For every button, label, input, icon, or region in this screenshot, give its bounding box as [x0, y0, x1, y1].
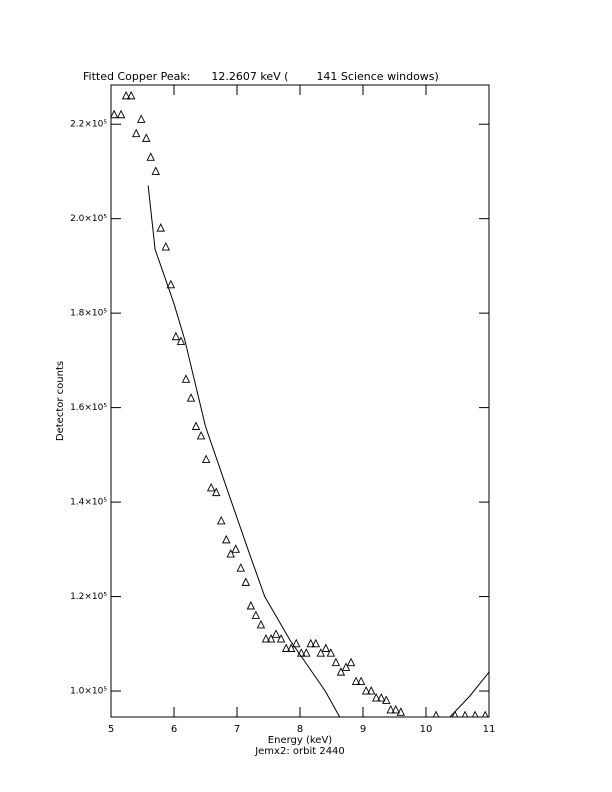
x-tick-label: 6 [171, 724, 177, 735]
plot-area [111, 90, 489, 717]
data-point [266, 634, 276, 643]
x-tick-label: 8 [297, 724, 303, 735]
x-tick-label: 10 [420, 724, 433, 735]
y-tick-label: 1.2×10⁵ [70, 592, 107, 602]
data-point [471, 710, 479, 717]
data-point [356, 676, 366, 686]
data-point [201, 454, 211, 464]
data-point [176, 336, 186, 345]
data-point [196, 430, 206, 440]
data-point [231, 544, 240, 553]
data-point [271, 629, 281, 638]
data-point [291, 638, 301, 648]
data-point [351, 676, 361, 686]
data-point [382, 695, 391, 704]
data-point [461, 710, 469, 717]
x-tick-label: 9 [360, 724, 366, 735]
y-axis-label: Detector counts [55, 361, 66, 441]
data-point [246, 600, 256, 610]
data-point [251, 610, 261, 619]
data-point [286, 643, 296, 652]
data-point [131, 128, 141, 138]
data-point [146, 152, 155, 161]
y-tick-label: 1.6×10⁵ [70, 403, 107, 413]
data-point [186, 393, 196, 402]
data-point [326, 648, 336, 657]
data-point [361, 686, 371, 695]
data-point [366, 686, 376, 695]
y-tick-label: 1.4×10⁵ [70, 498, 107, 508]
x-tick-label: 5 [108, 724, 114, 735]
data-point [302, 648, 311, 657]
data-point [236, 563, 246, 572]
data-point [451, 710, 459, 717]
data-point [206, 482, 216, 492]
y-tick-label: 1.8×10⁵ [70, 309, 107, 319]
chart-title: Fitted Copper Peak: 12.2607 keV ( 141 Sc… [83, 70, 439, 83]
data-point [482, 710, 489, 717]
subtitle: Jemx2: orbit 2440 [254, 746, 345, 757]
data-point [281, 643, 291, 652]
y-tick-label: 2.0×10⁵ [70, 214, 107, 224]
data-point [156, 223, 165, 232]
data-point [211, 487, 221, 497]
data-point [372, 693, 381, 702]
data-point [217, 515, 226, 525]
data-point [316, 648, 326, 657]
data-point [151, 166, 160, 175]
data-point [166, 279, 176, 289]
plot-frame [110, 84, 490, 718]
x-tick-label: 11 [483, 724, 496, 735]
data-point [171, 331, 181, 341]
data-point [377, 693, 386, 702]
x-axis-label: Energy (keV) [268, 735, 333, 746]
data-point [396, 707, 406, 716]
data-point [111, 109, 119, 119]
data-point [191, 421, 201, 430]
data-point [346, 657, 356, 667]
x-tick-label: 7 [234, 724, 240, 735]
data-point [306, 638, 315, 648]
data-point [142, 133, 151, 142]
data-point [432, 710, 440, 717]
data-point [331, 657, 341, 667]
data-point [341, 662, 351, 671]
data-point [161, 242, 171, 251]
data-point [336, 667, 346, 676]
data-point [321, 643, 331, 652]
data-point [226, 549, 235, 558]
data-point [311, 638, 320, 648]
data-point [116, 109, 126, 119]
data-point [121, 90, 131, 100]
data-point [222, 534, 231, 544]
fit-curve [147, 185, 489, 717]
data-point [261, 634, 271, 643]
data-point [276, 634, 286, 643]
data-point [181, 374, 191, 383]
y-tick-label: 1.0×10⁵ [70, 687, 107, 697]
y-tick-label: 2.2×10⁵ [70, 120, 107, 130]
data-point [256, 619, 266, 629]
data-point [391, 704, 400, 714]
data-point [386, 704, 395, 714]
data-point [126, 90, 136, 100]
data-point [137, 114, 146, 123]
data-point [241, 577, 251, 586]
